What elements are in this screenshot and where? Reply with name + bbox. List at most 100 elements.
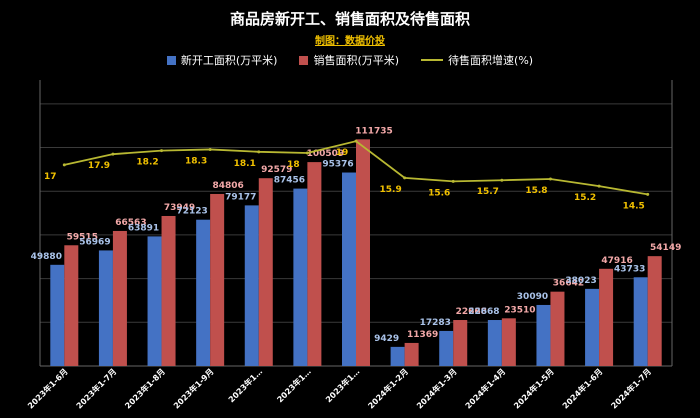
- legend-label-sales: 销售面积(万平米): [313, 54, 400, 67]
- legend-swatch-inventory-growth: [421, 59, 444, 61]
- legend-item-inventory-growth: 待售面积增速(%): [421, 52, 533, 68]
- x-tick-label: 2023年1-8月: [123, 366, 167, 410]
- x-tick-label: 2024年1-7月: [609, 366, 653, 410]
- x-tick-label: 2024年1-5月: [512, 366, 556, 410]
- data-label-sales: 84806: [212, 181, 243, 191]
- x-tick-label: 2024年1-3月: [414, 366, 458, 410]
- data-label-inventory-growth: 18.1: [234, 159, 256, 169]
- x-tick-label: 2023年1-7月: [74, 366, 118, 410]
- data-label-inventory-growth: 15.6: [428, 188, 450, 198]
- data-label-new-start: 63891: [128, 223, 159, 233]
- data-label-inventory-growth: 18.2: [136, 158, 158, 168]
- bar-sales: [64, 245, 79, 366]
- x-tick-label: 2024年1-2月: [366, 366, 410, 410]
- x-tick-label: 2023年1…: [226, 366, 264, 404]
- bar-new-start: [50, 264, 65, 366]
- bar-sales: [647, 256, 662, 366]
- bar-new-start: [633, 277, 648, 366]
- point-inventory-growth: [597, 184, 601, 188]
- data-label-new-start: 17283: [420, 318, 451, 328]
- bar-new-start: [439, 330, 454, 366]
- data-label-new-start: 49880: [31, 252, 62, 262]
- point-inventory-growth: [451, 179, 455, 183]
- data-label-new-start: 79177: [225, 192, 256, 202]
- data-label-new-start: 38023: [565, 276, 596, 286]
- data-label-inventory-growth: 18: [287, 160, 300, 170]
- bar-new-start: [147, 236, 162, 366]
- data-label-new-start: 95376: [322, 160, 353, 170]
- point-inventory-growth: [500, 178, 504, 182]
- data-label-sales: 66563: [115, 218, 146, 228]
- point-inventory-growth: [305, 151, 309, 155]
- data-label-inventory-growth: 19: [336, 148, 349, 158]
- point-inventory-growth: [111, 152, 115, 156]
- legend: 新开工面积(万平米) 销售面积(万平米) 待售面积增速(%): [0, 52, 700, 68]
- legend-swatch-sales: [299, 55, 309, 65]
- point-inventory-growth: [548, 177, 552, 181]
- x-tick-label: 2024年1-4月: [463, 366, 507, 410]
- bar-new-start: [487, 320, 502, 366]
- point-inventory-growth: [257, 150, 261, 154]
- data-label-new-start: 22668: [468, 307, 499, 317]
- x-tick-label: 2024年1-6月: [560, 366, 604, 410]
- data-label-new-start: 72123: [176, 207, 207, 217]
- data-label-new-start: 9429: [374, 334, 399, 344]
- bar-new-start: [536, 304, 551, 366]
- point-inventory-growth: [208, 147, 212, 151]
- bar-new-start: [293, 188, 308, 366]
- bar-new-start: [342, 172, 356, 366]
- bar-sales: [356, 139, 370, 366]
- bar-new-start: [390, 346, 405, 366]
- data-label-sales: 111735: [355, 126, 393, 136]
- bar-new-start: [98, 250, 113, 366]
- data-label-inventory-growth: 15.8: [525, 186, 547, 196]
- data-label-inventory-growth: 17: [44, 172, 57, 182]
- bar-sales: [501, 318, 516, 366]
- bar-sales: [161, 215, 176, 366]
- x-tick-label: 2023年1…: [275, 366, 313, 404]
- bar-sales: [307, 162, 322, 366]
- data-label-sales: 22668: [456, 307, 487, 317]
- bar-sales: [453, 320, 468, 366]
- legend-item-sales: 销售面积(万平米): [299, 52, 399, 68]
- bar-sales: [258, 178, 273, 366]
- bar-sales: [404, 342, 419, 366]
- point-inventory-growth: [403, 176, 407, 180]
- chart-subtitle: 制图：数据价投: [315, 36, 385, 47]
- bar-sales: [599, 268, 614, 366]
- data-label-sales: 36642: [553, 279, 584, 289]
- data-label-sales: 100509: [307, 149, 345, 159]
- data-label-new-start: 87456: [274, 176, 305, 186]
- bar-new-start: [244, 205, 259, 366]
- legend-label-new-start: 新开工面积(万平米): [180, 54, 278, 67]
- data-label-new-start: 56969: [79, 237, 110, 247]
- bar-sales: [210, 193, 225, 366]
- data-label-sales: 54149: [650, 243, 681, 253]
- point-inventory-growth: [646, 192, 650, 196]
- data-label-inventory-growth: 17.9: [88, 161, 110, 171]
- data-label-inventory-growth: 14.5: [623, 201, 645, 211]
- data-label-sales: 11369: [407, 330, 438, 340]
- data-label-sales: 73949: [164, 203, 195, 213]
- legend-swatch-new-start: [166, 55, 176, 65]
- bar-new-start: [196, 219, 211, 366]
- data-label-inventory-growth: 15.7: [477, 187, 499, 197]
- data-label-sales: 92579: [261, 165, 292, 175]
- x-tick-label: 2023年1-9月: [171, 366, 215, 410]
- data-label-inventory-growth: 15.2: [574, 193, 596, 203]
- chart-title: 商品房新开工、销售面积及待售面积: [229, 10, 470, 28]
- data-label-sales: 23510: [504, 305, 535, 315]
- data-label-new-start: 43733: [614, 264, 645, 274]
- bar-sales: [550, 291, 565, 366]
- legend-item-new-start: 新开工面积(万平米): [166, 52, 278, 68]
- point-inventory-growth: [62, 163, 66, 167]
- point-inventory-growth: [354, 139, 358, 143]
- data-label-new-start: 30090: [517, 292, 548, 302]
- data-label-inventory-growth: 15.9: [380, 185, 402, 195]
- bar-new-start: [585, 288, 600, 366]
- data-label-sales: 59515: [67, 232, 98, 242]
- bar-sales: [112, 230, 127, 366]
- x-tick-label: 2023年1-6月: [25, 366, 69, 410]
- data-label-inventory-growth: 18.3: [185, 156, 207, 166]
